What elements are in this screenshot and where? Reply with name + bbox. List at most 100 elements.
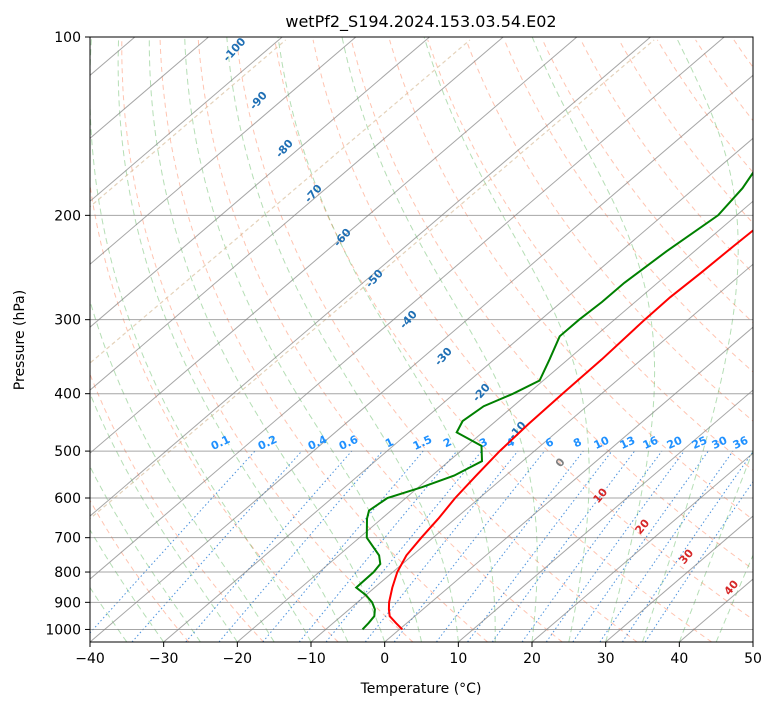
dry-adiabat-line (312, 39, 753, 621)
mixing-ratio-label: 20 (665, 434, 685, 452)
isotherm-line (163, 137, 753, 642)
moist-adiabat-line (90, 298, 275, 642)
mixing-ratio-line (644, 480, 753, 642)
x-tick-label: 30 (597, 651, 615, 667)
dry-adiabat-label: -50 (363, 267, 386, 291)
y-tick-label: 300 (54, 313, 81, 329)
isotherm-line (90, 37, 504, 391)
moist-adiabat-line (642, 37, 739, 642)
isotherm-line (90, 74, 753, 642)
isotherm-line (90, 37, 283, 202)
moist-adiabat-label: 30 (676, 546, 696, 566)
y-tick-label: 400 (54, 387, 81, 403)
dry-adiabat-line (90, 181, 339, 642)
moist-adiabat-line (277, 37, 496, 642)
isotherm-line (237, 200, 753, 642)
mixing-ratio-line (90, 450, 256, 634)
isotherm-line (531, 452, 753, 642)
dry-adiabat-label: -30 (432, 345, 455, 369)
y-axis-ticks: 1000 900 800 700 600 500 400 300 200 100 (45, 30, 90, 638)
mixing-ratio-label: 10 (592, 434, 612, 452)
dry-adiabat-line (274, 39, 712, 642)
y-tick-label: 800 (54, 565, 81, 581)
isotherm-line (90, 37, 725, 580)
isotherm-line (90, 37, 578, 454)
x-tick-label: −10 (296, 651, 326, 667)
dry-adiabat-line (197, 39, 563, 642)
mixing-ratio-label: 0.2 (256, 433, 279, 453)
dry-adiabat-line (656, 39, 753, 173)
x-axis-label: Temperature (°C) (360, 681, 482, 697)
mixing-ratio-line (262, 450, 424, 642)
moist-adiabat-line (226, 37, 459, 642)
mixing-ratio-label: 13 (618, 434, 637, 452)
mixing-ratio-line (325, 450, 483, 642)
y-axis-label: Pressure (hPa) (12, 290, 28, 390)
mixing-ratio-line (621, 450, 753, 642)
mixing-ratio-label: 0.1 (209, 433, 232, 453)
reference-curve (90, 39, 655, 520)
moist-adiabat-line (90, 392, 238, 642)
mixing-ratio-line (521, 450, 663, 642)
isotherm-line (605, 515, 753, 642)
isotherm-line (679, 578, 753, 642)
y-tick-label: 600 (54, 491, 81, 507)
moist-adiabat-label: 20 (632, 516, 652, 536)
y-tick-label: 700 (54, 531, 81, 547)
x-tick-label: −40 (75, 651, 105, 667)
moist-adiabat-line (148, 37, 386, 642)
mixing-ratio-line (364, 450, 519, 642)
mixing-ratio-label: 3 (477, 435, 489, 450)
reference-curve (90, 39, 287, 208)
dry-adiabat-line (580, 39, 753, 274)
moist-adiabat-line (531, 37, 656, 642)
moist-adiabat-line (184, 37, 422, 642)
mixing-ratio-label: 30 (710, 434, 730, 452)
dry-adiabat-line (733, 39, 753, 69)
dry-adiabat-line (542, 39, 753, 324)
moist-adiabat-line (117, 37, 349, 642)
dry-adiabat-label: -40 (397, 308, 420, 332)
moist-adiabat-line (715, 554, 753, 642)
mixing-ratio-line (298, 450, 458, 642)
y-tick-label: 1000 (45, 622, 81, 638)
moist-adiabat-label: 10 (590, 485, 610, 505)
mixing-ratio-label: 1 (383, 435, 395, 450)
reference-curve (90, 39, 471, 364)
mixing-ratio-line (131, 450, 303, 642)
isotherm-line (752, 641, 753, 642)
y-tick-label: 500 (54, 444, 81, 460)
isotherm-line (90, 37, 209, 139)
mixing-ratio-line (491, 450, 635, 642)
mixing-ratio-label: 25 (690, 434, 709, 452)
x-tick-label: −20 (223, 651, 253, 667)
moist-adiabat-line (423, 37, 590, 642)
mixing-ratio-label: 8 (571, 435, 583, 450)
dry-adiabat-line (236, 39, 638, 642)
plot-frame (89, 36, 754, 643)
moist-adiabat-line (90, 586, 128, 642)
moist-adiabat-line (90, 37, 312, 642)
dry-adiabat-label: -80 (273, 137, 296, 161)
moist-adiabat-line (90, 528, 165, 642)
x-tick-label: 40 (670, 651, 688, 667)
dry-adiabat-line (389, 39, 753, 521)
dry-adiabat-label: -20 (470, 381, 493, 405)
moist-adiabat-line (678, 448, 753, 642)
dry-adiabat-line (427, 39, 753, 471)
y-tick-label: 100 (54, 30, 81, 46)
mixing-ratio-line (436, 450, 584, 642)
gridlines (90, 37, 753, 642)
x-tick-label: 10 (449, 651, 467, 667)
sounding-series (354, 171, 753, 631)
mixing-ratio-label: 2 (441, 435, 453, 450)
dewpoint-line (354, 171, 753, 631)
mixing-ratio-line (545, 450, 685, 642)
isotherm-line (90, 37, 651, 517)
x-tick-label: 50 (744, 651, 762, 667)
mixing-ratio-label: 16 (641, 434, 661, 452)
dry-adiabat-line (350, 39, 753, 570)
isotherm-line (310, 263, 753, 642)
isotherm-line (90, 37, 430, 328)
isotherm-line (90, 37, 357, 265)
